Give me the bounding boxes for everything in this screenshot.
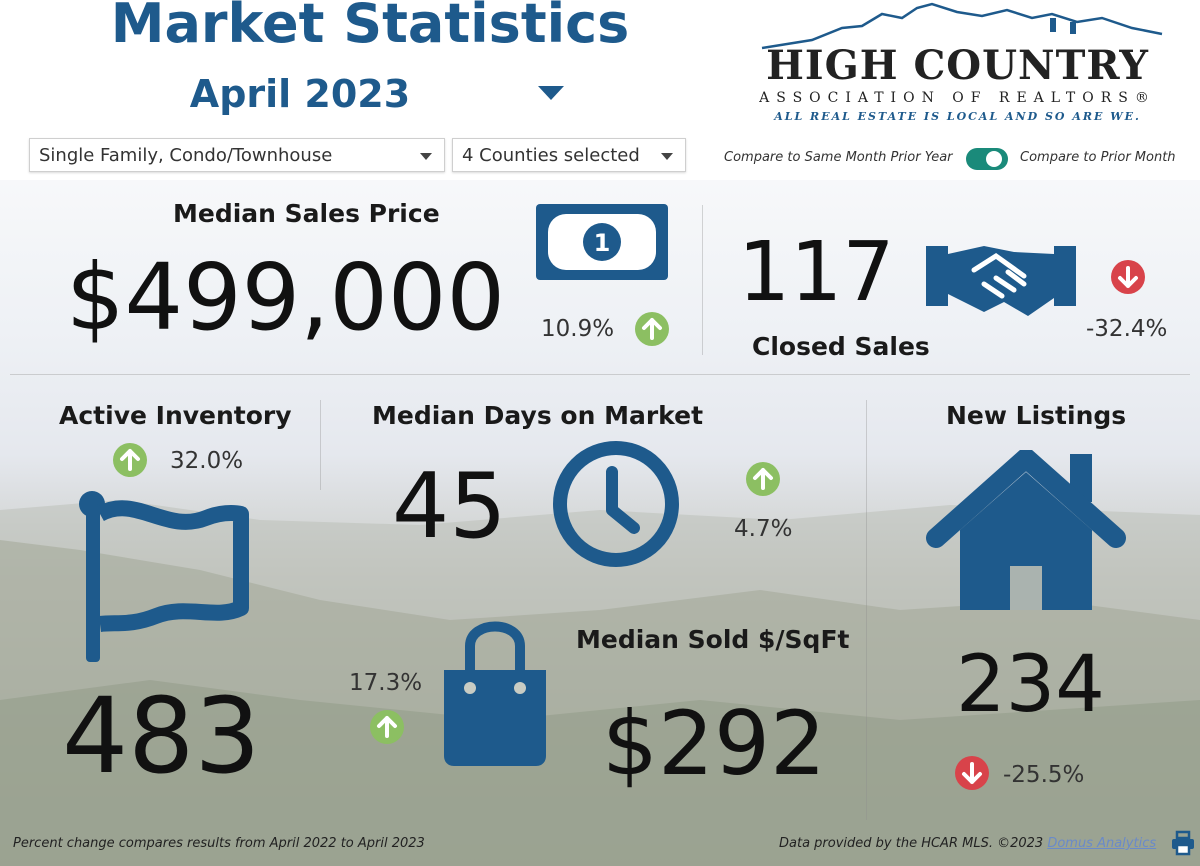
counties-select[interactable]: 4 Counties selected bbox=[452, 138, 686, 172]
footer-source-text: Data provided by the HCAR MLS. ©2023 bbox=[779, 836, 1048, 851]
logo-title: HIGH COUNTRY bbox=[766, 42, 1149, 89]
counties-value: 4 Counties selected bbox=[462, 145, 640, 166]
logo-subtitle: ASSOCIATION OF REALTORS® bbox=[759, 90, 1156, 106]
divider bbox=[866, 400, 867, 820]
median-sales-price-label: Median Sales Price bbox=[173, 199, 440, 228]
property-type-select[interactable]: Single Family, Condo/Townhouse bbox=[29, 138, 445, 172]
month-selector[interactable]: April 2023 bbox=[189, 72, 411, 116]
closed-sales-label: Closed Sales bbox=[752, 332, 930, 361]
page-title: Market Statistics bbox=[110, 0, 630, 55]
chevron-down-icon bbox=[420, 153, 432, 160]
median-days-on-market-label: Median Days on Market bbox=[372, 401, 704, 430]
median-days-on-market-change: 4.7% bbox=[734, 516, 793, 542]
arrow-up-icon bbox=[635, 312, 669, 346]
shopping-bag-icon bbox=[444, 621, 546, 766]
median-sold-per-sqft-value: $292 bbox=[602, 692, 826, 795]
flag-icon bbox=[79, 491, 249, 662]
divider bbox=[702, 205, 703, 355]
compare-prior-month-label: Compare to Prior Month bbox=[1020, 150, 1176, 165]
compare-toggle-knob[interactable] bbox=[986, 151, 1002, 167]
handshake-icon bbox=[926, 246, 1076, 316]
median-sales-price-value: $499,000 bbox=[66, 244, 505, 351]
domus-analytics-link[interactable]: Domus Analytics bbox=[1047, 836, 1157, 851]
print-icon[interactable] bbox=[1170, 830, 1196, 856]
closed-sales-change: -32.4% bbox=[1086, 316, 1168, 342]
arrow-down-icon bbox=[1111, 260, 1145, 294]
closed-sales-value: 117 bbox=[738, 225, 895, 320]
divider bbox=[320, 400, 321, 490]
median-days-on-market-value: 45 bbox=[392, 454, 507, 559]
money-bill-icon: 1 bbox=[536, 204, 668, 280]
logo-tagline: ALL REAL ESTATE IS LOCAL AND SO ARE WE. bbox=[774, 110, 1141, 123]
new-listings-label: New Listings bbox=[946, 401, 1127, 430]
median-sold-per-sqft-change: 17.3% bbox=[349, 670, 423, 696]
compare-prior-year-label: Compare to Same Month Prior Year bbox=[724, 150, 953, 165]
active-inventory-label: Active Inventory bbox=[59, 401, 292, 430]
svg-text:1: 1 bbox=[594, 229, 611, 257]
mountain-logo-icon bbox=[761, 2, 1163, 50]
property-type-value: Single Family, Condo/Townhouse bbox=[39, 145, 333, 166]
footer-note: Percent change compares results from Apr… bbox=[13, 836, 425, 851]
arrow-up-icon bbox=[746, 462, 780, 496]
clock-icon bbox=[553, 441, 679, 567]
new-listings-value: 234 bbox=[956, 640, 1105, 730]
active-inventory-value: 483 bbox=[62, 675, 261, 797]
mountain-landscape-background bbox=[0, 500, 1200, 866]
arrow-up-icon bbox=[370, 710, 404, 744]
chevron-down-icon bbox=[661, 153, 673, 160]
arrow-down-icon bbox=[955, 756, 989, 790]
divider bbox=[10, 374, 1190, 375]
arrow-up-icon bbox=[113, 443, 147, 477]
active-inventory-change: 32.0% bbox=[170, 448, 244, 474]
median-sales-price-change: 10.9% bbox=[541, 316, 615, 342]
month-dropdown-caret-icon[interactable] bbox=[538, 86, 564, 100]
house-icon bbox=[926, 450, 1126, 610]
median-sold-per-sqft-label: Median Sold $/SqFt bbox=[576, 625, 850, 654]
footer-source: Data provided by the HCAR MLS. ©2023 Dom… bbox=[779, 836, 1156, 851]
new-listings-change: -25.5% bbox=[1003, 762, 1085, 788]
